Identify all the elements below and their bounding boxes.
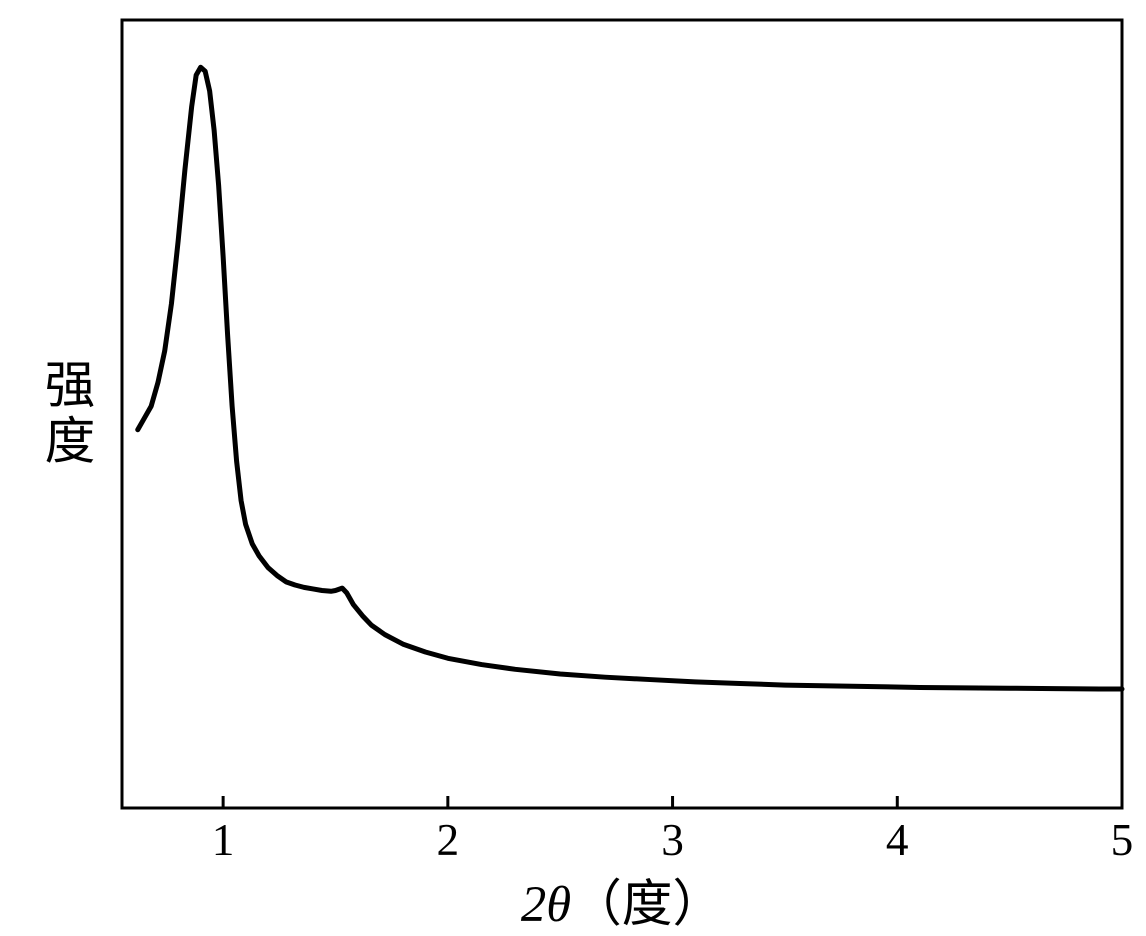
chart-canvas	[0, 0, 1146, 924]
xrd-chart: 强度 2θ（度） 12345	[0, 0, 1146, 924]
y-axis-label: 强度	[28, 272, 102, 556]
x-axis-label: 2θ（度）	[122, 862, 1122, 936]
x-tick-label: 3	[661, 814, 684, 866]
x-tick-label: 1	[212, 814, 235, 866]
x-tick-label: 4	[886, 814, 909, 866]
x-tick-label: 2	[436, 814, 459, 866]
x-tick-label: 5	[1111, 814, 1134, 866]
